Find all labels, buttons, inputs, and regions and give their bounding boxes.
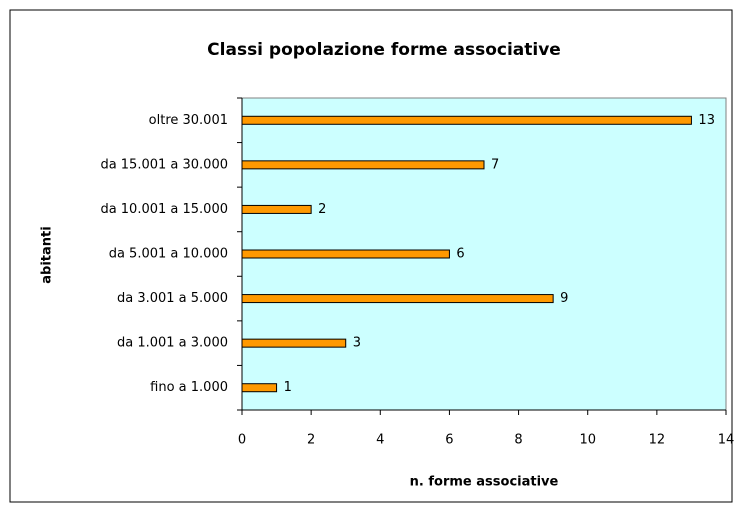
bar [241, 249, 450, 259]
y-tick-label: da 1.001 a 3.000 [117, 336, 228, 351]
y-tick-label: oltre 30.001 [149, 113, 228, 128]
bar [241, 383, 278, 393]
x-tick-label: 4 [376, 433, 384, 448]
x-tick-label: 0 [238, 433, 246, 448]
bar [241, 338, 347, 348]
x-tick-label: 12 [649, 433, 666, 448]
x-tick-label: 2 [307, 433, 315, 448]
bar [241, 204, 312, 214]
x-tick-label: 6 [445, 433, 453, 448]
x-tick-label: 14 [718, 433, 735, 448]
x-axis-title: n. forme associative [410, 475, 559, 490]
bar [241, 115, 692, 125]
y-tick-label: da 10.001 a 15.000 [100, 202, 228, 217]
data-label: 7 [491, 157, 499, 172]
y-tick-label: da 3.001 a 5.000 [117, 291, 228, 306]
y-axis-title: abitanti [40, 226, 55, 283]
bar [241, 294, 554, 304]
data-label: 1 [284, 380, 292, 395]
data-label: 6 [456, 247, 464, 262]
y-tick-label: da 15.001 a 30.000 [100, 157, 228, 172]
data-label: 2 [318, 202, 326, 217]
data-label: 9 [560, 291, 568, 306]
x-tick-label: 10 [579, 433, 596, 448]
chart-title: Classi popolazione forme associative [207, 40, 561, 60]
y-tick-label: fino a 1.000 [150, 380, 228, 395]
data-label: 13 [698, 113, 715, 128]
x-tick-label: 8 [514, 433, 522, 448]
data-label: 3 [353, 336, 361, 351]
bar [241, 160, 485, 170]
y-tick-label: da 5.001 a 10.000 [109, 247, 228, 262]
